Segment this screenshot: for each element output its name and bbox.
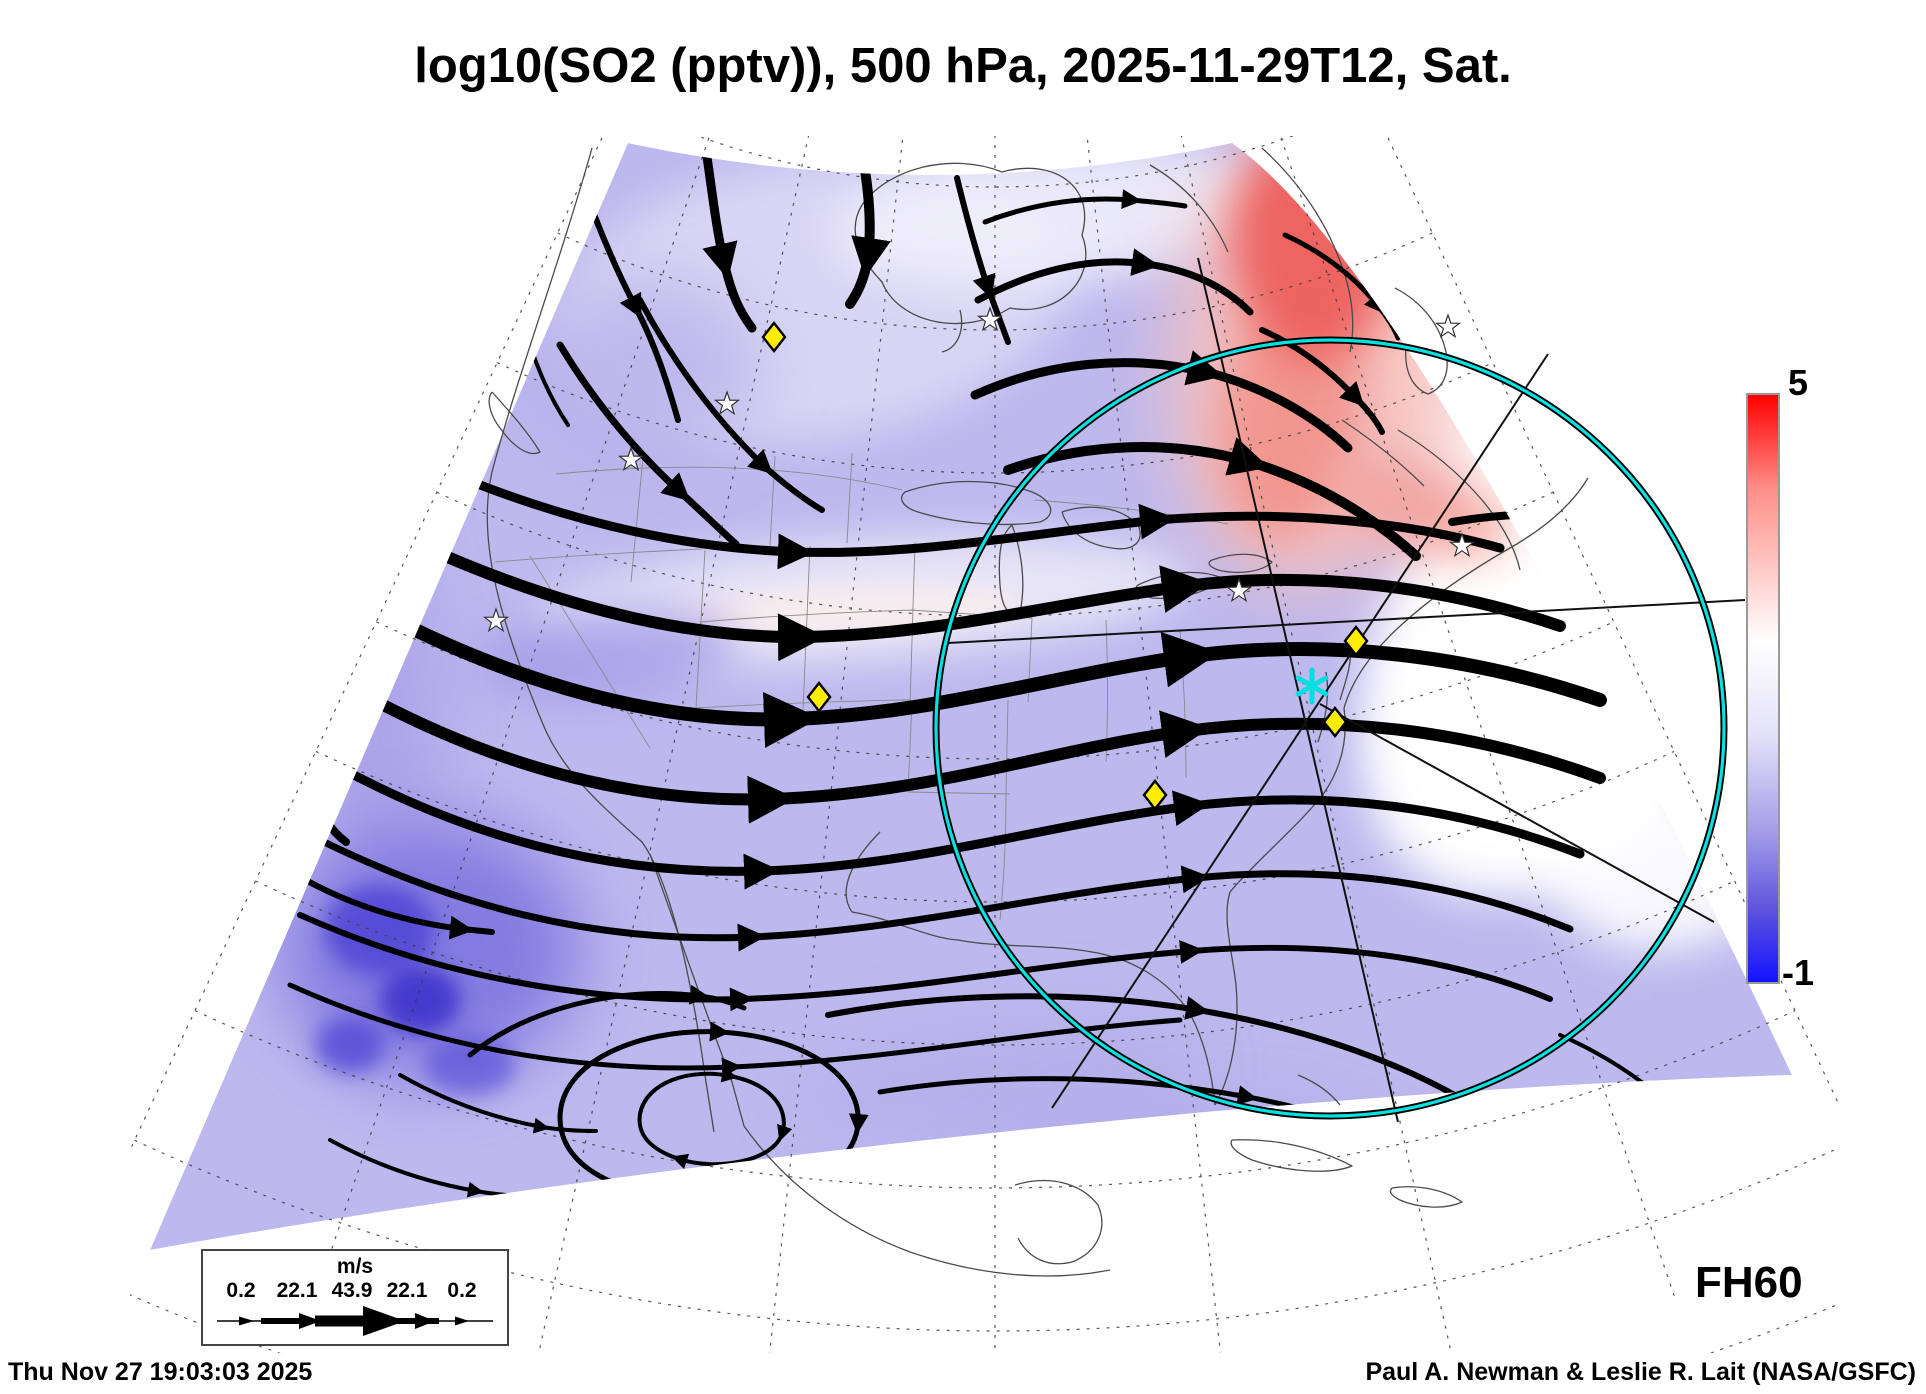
track-line [1197, 257, 1399, 1123]
streamline [349, 684, 1606, 824]
track-line [1319, 703, 1715, 923]
observer-marker [1295, 667, 1329, 705]
wind-legend-arrow-scale [217, 1306, 493, 1336]
wind-legend-tick: 0.2 [447, 1279, 477, 1302]
track-line [1051, 353, 1549, 1109]
streamline [954, 175, 1011, 345]
site-marker-diamond [1142, 779, 1168, 811]
streamline [467, 984, 747, 1058]
page-title: log10(SO2 (pptv)), 500 hPa, 2025-11-29T1… [414, 39, 1512, 93]
streamline [556, 341, 740, 548]
wind-legend-tick: 22.1 [276, 1279, 318, 1302]
white-star-markers [482, 306, 1476, 633]
wind-speed-legend: m/s 0.2 22.1 43.9 22.1 0.2 [201, 1249, 509, 1346]
streamline [280, 462, 309, 664]
streamline [845, 153, 891, 309]
streamline [378, 608, 1607, 748]
white-star-marker [713, 390, 741, 416]
streamline [1233, 1243, 1500, 1250]
colorbar-min-label: -1 [1782, 952, 1815, 993]
streamline [316, 836, 1574, 952]
site-marker-diamond [806, 681, 832, 713]
track-lines [947, 257, 1746, 1123]
generation-timestamp: Thu Nov 27 19:03:03 2025 [8, 1358, 313, 1386]
white-star-marker [1434, 313, 1462, 339]
white-star-marker [617, 446, 645, 472]
wind-legend-tick: 22.1 [386, 1279, 428, 1302]
streamline [297, 912, 1553, 1012]
site-marker-diamond [1322, 706, 1348, 738]
streamline [637, 1066, 793, 1170]
streamline [414, 539, 1566, 662]
streamline [637, 297, 825, 513]
white-star-marker [1225, 577, 1253, 603]
site-marker-diamond [1343, 625, 1369, 657]
white-star-marker [482, 607, 510, 633]
streamline [982, 189, 1188, 225]
wind-legend-units-label: m/s [336, 1255, 374, 1278]
white-star-marker [976, 306, 1004, 332]
streamline [948, 1173, 1526, 1250]
track-line [947, 599, 1746, 644]
streamline [330, 760, 1585, 890]
site-marker-diamond [761, 321, 787, 353]
site-markers [761, 321, 1369, 811]
streamline [701, 145, 757, 333]
forecast-hour-label: FH60 [1695, 1258, 1803, 1307]
streamline [825, 993, 1463, 1101]
range-ring [932, 336, 1728, 1120]
streamline [970, 350, 1353, 453]
colorbar-max-label: 5 [1788, 362, 1809, 403]
wind-legend-tick: 0.2 [226, 1279, 256, 1302]
streamline [974, 248, 1254, 316]
streamline [450, 470, 1505, 570]
wind-legend-tick: 43.9 [331, 1279, 373, 1302]
white-star-marker [1448, 532, 1476, 558]
colorbar [1746, 393, 1780, 984]
credit-text: Paul A. Newman & Leslie R. Lait (NASA/GS… [1365, 1358, 1916, 1386]
streamline [398, 1073, 598, 1134]
so2-field-shading [150, 143, 1792, 1250]
